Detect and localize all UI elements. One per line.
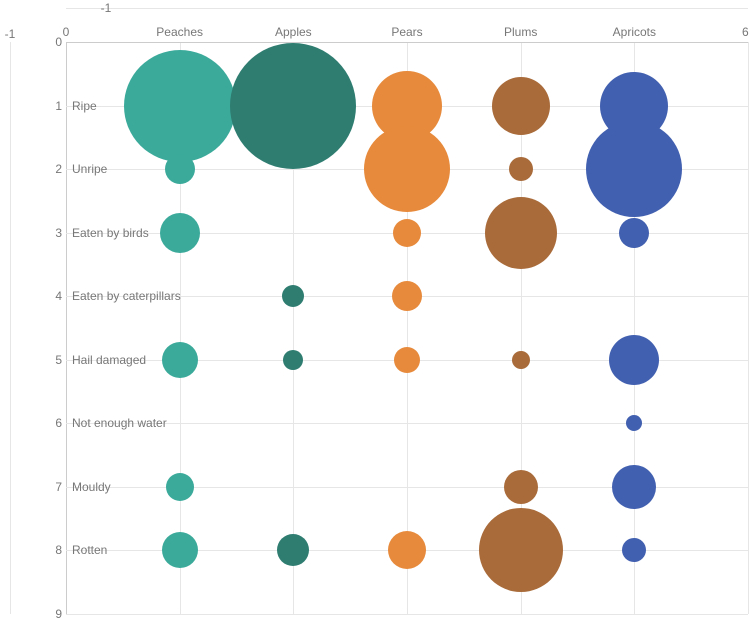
- data-bubble: [492, 77, 550, 135]
- data-bubble: [626, 415, 642, 431]
- data-bubble: [504, 470, 538, 504]
- x-axis-line: [66, 42, 748, 43]
- y-tick-label: 8: [55, 543, 66, 557]
- gridline-horizontal: [66, 8, 748, 9]
- x-category-label: Plums: [504, 25, 537, 39]
- y-category-label: Mouldy: [72, 480, 111, 494]
- y-tick-label: 2: [55, 162, 66, 176]
- y-category-label: Not enough water: [72, 416, 167, 430]
- data-bubble: [609, 335, 659, 385]
- data-bubble: [512, 351, 530, 369]
- gridline-horizontal: [66, 423, 748, 424]
- data-bubble: [392, 281, 422, 311]
- y-category-label: Hail damaged: [72, 353, 146, 367]
- y-tick-label: 6: [55, 416, 66, 430]
- data-bubble: [619, 218, 649, 248]
- data-bubble: [393, 219, 421, 247]
- data-bubble: [509, 157, 533, 181]
- data-bubble: [162, 532, 198, 568]
- x-category-label: Peaches: [156, 25, 203, 39]
- data-bubble: [162, 342, 198, 378]
- data-bubble: [612, 465, 656, 509]
- data-bubble: [388, 531, 426, 569]
- data-bubble: [394, 347, 420, 373]
- y-tick-label: 1: [55, 99, 66, 113]
- y-axis-line: [66, 42, 67, 614]
- data-bubble: [124, 50, 236, 162]
- y-tick-label: 3: [55, 226, 66, 240]
- x-tick-label: -1: [5, 27, 16, 41]
- data-bubble: [622, 538, 646, 562]
- x-tick-label: 6: [742, 25, 749, 39]
- y-category-label: Rotten: [72, 543, 107, 557]
- data-bubble: [283, 350, 303, 370]
- data-bubble: [165, 154, 195, 184]
- y-category-label: Ripe: [72, 99, 97, 113]
- data-bubble: [282, 285, 304, 307]
- data-bubble: [364, 126, 450, 212]
- x-category-label: Apples: [275, 25, 312, 39]
- data-bubble: [160, 213, 200, 253]
- bubble-chart: -1-10PeachesApplesPearsPlumsApricots6012…: [0, 0, 753, 624]
- data-bubble: [277, 534, 309, 566]
- y-category-label: Eaten by caterpillars: [72, 289, 181, 303]
- gridline-vertical: [10, 42, 11, 614]
- y-category-label: Eaten by birds: [72, 226, 149, 240]
- data-bubble: [485, 197, 557, 269]
- data-bubble: [479, 508, 563, 592]
- x-category-label: Apricots: [613, 25, 656, 39]
- y-tick-label: 5: [55, 353, 66, 367]
- gridline-vertical: [748, 42, 749, 614]
- x-category-label: Pears: [391, 25, 422, 39]
- data-bubble: [586, 121, 682, 217]
- y-tick-label: 0: [55, 35, 66, 49]
- gridline-horizontal: [66, 614, 748, 615]
- y-tick-label: 7: [55, 480, 66, 494]
- data-bubble: [166, 473, 194, 501]
- y-tick-label: 9: [55, 607, 66, 621]
- y-category-label: Unripe: [72, 162, 107, 176]
- data-bubble: [230, 43, 356, 169]
- y-tick-label: -1: [101, 1, 112, 15]
- y-tick-label: 4: [55, 289, 66, 303]
